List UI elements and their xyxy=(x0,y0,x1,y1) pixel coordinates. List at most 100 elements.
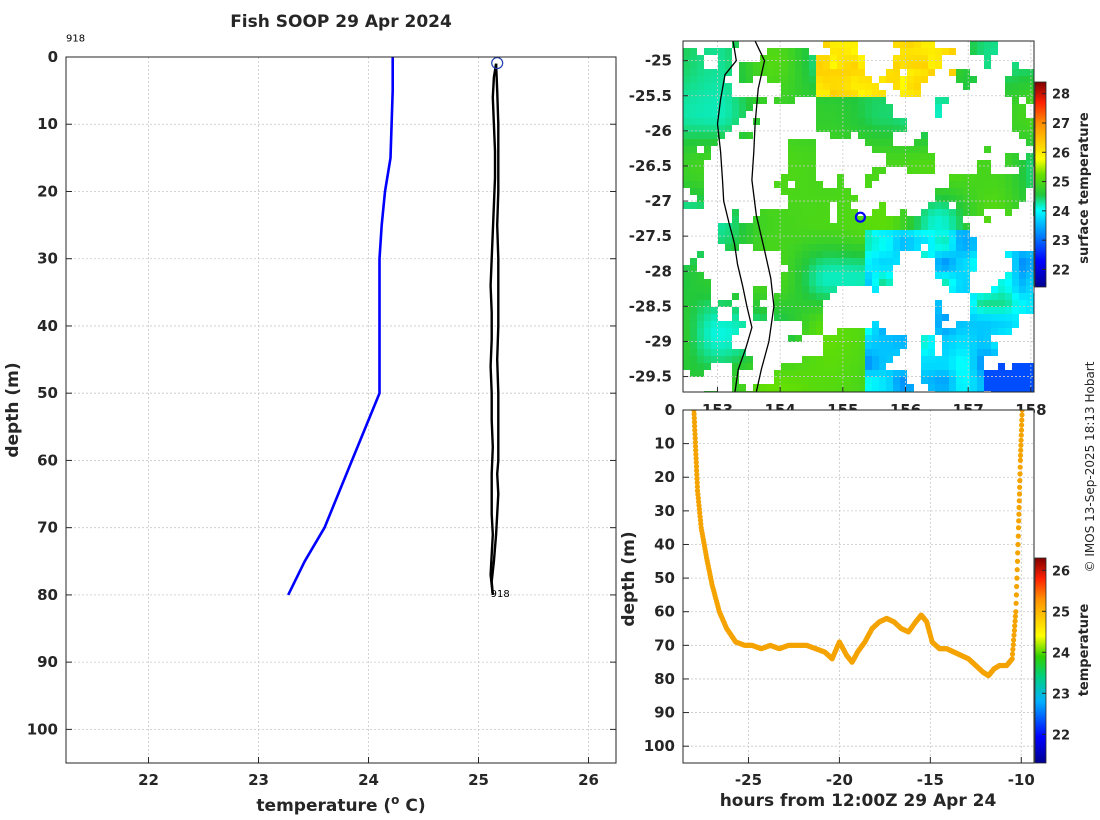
sst-pixel xyxy=(935,370,942,377)
sst-pixel xyxy=(907,83,914,90)
sst-pixel xyxy=(921,160,928,167)
sst-pixel xyxy=(690,335,697,342)
sst-pixel xyxy=(788,167,795,174)
sst-pixel xyxy=(823,279,830,286)
sst-pixel xyxy=(725,349,732,356)
sst-pixel xyxy=(739,237,746,244)
sst-pixel xyxy=(697,293,704,300)
sst-pixel xyxy=(963,251,970,258)
sst-pixel xyxy=(851,377,858,384)
sst-pixel xyxy=(718,118,725,125)
sst-pixel xyxy=(830,97,837,104)
sst-pixel xyxy=(823,293,830,300)
sst-pixel xyxy=(879,209,886,216)
sst-pixel xyxy=(718,237,725,244)
sst-pixel xyxy=(984,55,991,62)
sst-pixel xyxy=(879,216,886,223)
sst-pixel xyxy=(851,244,858,251)
sst-pixel xyxy=(795,377,802,384)
sst-pixel xyxy=(830,244,837,251)
sst-pixel xyxy=(998,370,1005,377)
sst-pixel xyxy=(956,349,963,356)
sst-pixel xyxy=(788,146,795,153)
sst-pixel xyxy=(739,223,746,230)
sst-pixel xyxy=(788,230,795,237)
sst-pixel xyxy=(851,272,858,279)
map-axes-frame xyxy=(682,40,1035,393)
sst-pixel xyxy=(928,202,935,209)
sst-pixel xyxy=(844,202,851,209)
sst-pixel xyxy=(760,69,767,76)
sst-pixel xyxy=(781,174,788,181)
sst-pixel xyxy=(739,384,746,391)
sst-pixel xyxy=(900,153,907,160)
sst-pixel xyxy=(851,258,858,265)
sst-pixel xyxy=(858,342,865,349)
sst-pixel xyxy=(830,349,837,356)
track-point xyxy=(1012,623,1018,629)
sst-pixel xyxy=(872,286,879,293)
sst-pixel xyxy=(844,132,851,139)
sst-pixel xyxy=(774,76,781,83)
sst-pixel xyxy=(767,55,774,62)
sst-pixel xyxy=(704,363,711,370)
sst-pixel xyxy=(886,132,893,139)
sst-pixel xyxy=(753,244,760,251)
sst-pixel xyxy=(1026,265,1033,272)
sst-pixel xyxy=(928,349,935,356)
sst-pixel xyxy=(823,62,830,69)
sst-pixel xyxy=(788,216,795,223)
sst-pixel xyxy=(872,244,879,251)
sst-pixel xyxy=(872,237,879,244)
sst-pixel xyxy=(1012,202,1019,209)
sst-pixel xyxy=(872,223,879,230)
sst-pixel xyxy=(949,356,956,363)
track-point xyxy=(1014,558,1021,564)
timeseries-y-tick-label: 70 xyxy=(654,636,675,654)
sst-pixel xyxy=(781,293,788,300)
sst-pixel xyxy=(844,48,851,55)
sst-pixel xyxy=(683,356,690,363)
sst-pixel xyxy=(851,111,858,118)
sst-pixel xyxy=(921,48,928,55)
sst-pixel xyxy=(774,181,781,188)
sst-pixel xyxy=(711,125,718,132)
sst-pixel xyxy=(886,377,893,384)
track-point xyxy=(691,419,698,425)
sst-pixel xyxy=(977,384,984,391)
sst-pixel xyxy=(683,118,690,125)
profile-y-tick-label: 80 xyxy=(37,586,58,604)
sst-pixel xyxy=(711,48,718,55)
sst-pixel xyxy=(984,314,991,321)
sst-pixel xyxy=(970,41,977,48)
sst-pixel xyxy=(788,286,795,293)
sst-pixel xyxy=(809,300,816,307)
sst-pixel xyxy=(970,377,977,384)
sst-pixel xyxy=(830,69,837,76)
sst-pixel xyxy=(879,111,886,118)
sst-pixel xyxy=(809,188,816,195)
sst-pixel xyxy=(865,83,872,90)
sst-pixel xyxy=(921,146,928,153)
sst-pixel xyxy=(851,90,858,97)
sst-pixel xyxy=(893,251,900,258)
sst-pixel xyxy=(942,265,949,272)
timeseries-x-tick-label: -15 xyxy=(917,771,944,789)
track-point xyxy=(1015,550,1021,556)
sst-pixel xyxy=(970,384,977,391)
sst-pixel xyxy=(879,146,886,153)
sst-pixel xyxy=(991,307,998,314)
sst-pixel xyxy=(732,349,739,356)
sst-pixel xyxy=(781,230,788,237)
sst-pixel xyxy=(781,237,788,244)
sst-pixel xyxy=(823,272,830,279)
sst-pixel xyxy=(788,174,795,181)
timeseries-x-axis-label: hours from 12:00Z 29 Apr 24 xyxy=(720,791,997,811)
sst-pixel xyxy=(837,363,844,370)
track-point xyxy=(1014,567,1020,573)
sst-pixel xyxy=(697,97,704,104)
sst-pixel xyxy=(718,300,725,307)
sst-pixel xyxy=(1026,272,1033,279)
sst-pixel xyxy=(893,118,900,125)
